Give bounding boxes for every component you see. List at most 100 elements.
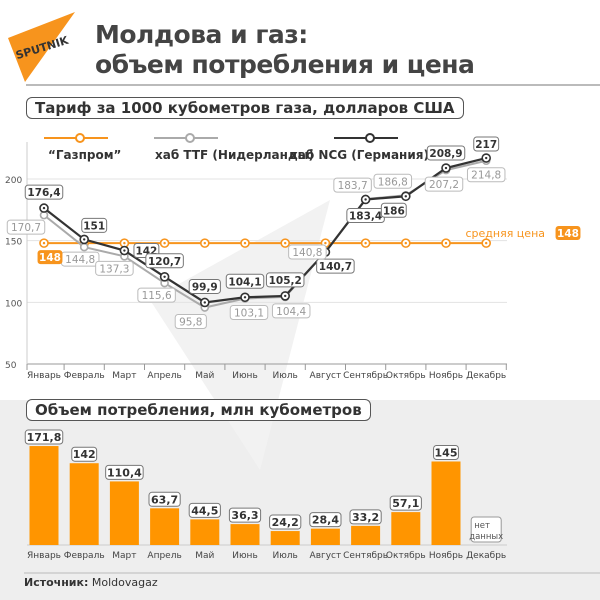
bar-value-label: 28,4 xyxy=(312,514,339,527)
data-point-dot xyxy=(42,206,46,210)
bar-category-label: Июль xyxy=(273,551,298,561)
bar-value-label: 57,1 xyxy=(392,497,419,510)
bar-value-label-box xyxy=(105,464,144,480)
ncg-data-label: 186 xyxy=(383,205,405,217)
bar-value-label-box xyxy=(389,495,422,511)
data-point-dot xyxy=(485,156,488,160)
legend-entry: хаб TTF (Нидерланды) xyxy=(155,148,314,162)
data-point-dot xyxy=(243,296,247,299)
ncg-data-label: 217 xyxy=(475,139,497,151)
data-point-dot xyxy=(364,241,367,245)
bar-value-label-box xyxy=(24,429,64,445)
title-line-2: объем потребления и цена xyxy=(95,50,475,79)
bar-value-label: 44,5 xyxy=(191,504,218,517)
bar xyxy=(29,446,59,545)
x-tick-label: Октябрь xyxy=(386,371,426,381)
data-point-dot xyxy=(123,241,126,245)
source-note: Источник: Moldovagaz xyxy=(24,576,158,589)
bar-value-label-box xyxy=(269,514,302,530)
x-tick-label: Август xyxy=(310,371,342,381)
data-point-dot xyxy=(444,166,448,170)
ncg-data-label-box xyxy=(24,184,64,200)
ncg-data-label: 104,1 xyxy=(228,276,261,288)
ttf-data-label-box xyxy=(288,244,327,260)
ttf-data-label-box xyxy=(373,173,413,189)
bar xyxy=(109,481,139,545)
data-point-dot xyxy=(485,241,488,245)
ncg-data-label: 183,4 xyxy=(349,210,382,222)
bar-value-label-box xyxy=(433,444,459,460)
ttf-data-label: 137,3 xyxy=(99,263,129,275)
bar xyxy=(310,528,340,545)
bar-category-label: Сентябрь xyxy=(343,551,388,561)
bar-value-label: 110,4 xyxy=(107,466,142,479)
data-point-dot xyxy=(284,294,287,298)
ttf-data-label: 104,4 xyxy=(276,306,306,318)
bar xyxy=(230,524,260,545)
x-tick-label: Январь xyxy=(27,371,61,381)
x-tick-label: Сентябрь xyxy=(343,371,388,381)
ttf-data-label-box xyxy=(424,176,464,192)
bar xyxy=(351,525,381,545)
gazprom-start-label: 148 xyxy=(39,252,61,264)
bar-category-label: Февраль xyxy=(64,551,105,561)
data-point-dot xyxy=(404,195,407,198)
bar xyxy=(391,512,421,545)
ttf-data-label-box xyxy=(137,287,176,303)
series-line xyxy=(43,156,487,304)
no-data-label: нет xyxy=(474,521,490,531)
data-point-dot xyxy=(444,241,448,245)
y-tick-label: 150 xyxy=(5,238,22,248)
legend-marker xyxy=(365,133,375,143)
no-data-label: данных xyxy=(469,532,503,542)
data-point-dot xyxy=(243,241,247,245)
x-tick-label: Декабрь xyxy=(466,371,506,381)
bar-value-label-box xyxy=(349,509,382,525)
ttf-data-label: 214,8 xyxy=(471,170,501,182)
ttf-data-label-box xyxy=(271,303,311,319)
x-tick-label: Июнь xyxy=(232,371,258,381)
data-point-dot xyxy=(163,241,166,245)
bar-category-label: Апрель xyxy=(147,551,181,561)
ncg-data-label-box xyxy=(225,273,265,289)
no-data-box xyxy=(470,516,502,543)
data-point-dot xyxy=(284,241,287,245)
average-price-value: 148 xyxy=(557,228,579,240)
ttf-data-label-box xyxy=(95,260,134,276)
bar xyxy=(270,531,300,545)
ncg-data-label: 208,9 xyxy=(429,148,462,160)
legend-entry: “Газпром” xyxy=(48,148,121,162)
ttf-data-label: 140,8 xyxy=(292,247,322,259)
x-tick-label: Февраль xyxy=(64,371,105,381)
bar-value-label-box xyxy=(309,512,342,528)
ncg-data-label-box xyxy=(426,145,466,161)
data-point-dot xyxy=(404,241,407,245)
ncg-data-label-box xyxy=(316,258,355,274)
bar-category-label: Октябрь xyxy=(386,551,426,561)
ttf-data-label: 144,8 xyxy=(65,254,95,266)
bar-value-label-box xyxy=(188,502,221,518)
bar-category-label: Ноябрь xyxy=(429,551,463,561)
legend-marker xyxy=(75,133,85,143)
data-point-dot xyxy=(203,301,206,304)
ncg-data-label-box xyxy=(145,253,184,269)
data-point xyxy=(79,242,89,252)
bar-value-label: 24,2 xyxy=(272,516,299,529)
legend-marker xyxy=(185,133,195,143)
gazprom-start-label-box xyxy=(37,250,63,265)
bar-value-label-box xyxy=(228,507,262,523)
ttf-data-label: 170,7 xyxy=(11,222,41,234)
ncg-data-label: 99,9 xyxy=(192,281,218,293)
ncg-data-label: 176,4 xyxy=(27,187,60,199)
page-title: Молдова и газ: объем потребления и цена xyxy=(95,20,475,80)
source-value: Moldovagaz xyxy=(91,576,158,589)
x-tick-label: Ноябрь xyxy=(429,371,463,381)
bar-value-label-box xyxy=(71,446,98,462)
x-tick-label: Апрель xyxy=(147,371,181,381)
data-point-dot xyxy=(123,249,126,252)
legend-entry: хаб NCG (Германия) xyxy=(290,148,429,162)
bar-value-label: 36,3 xyxy=(231,509,258,522)
consumption-section xyxy=(0,400,600,600)
bar-category-label: Август xyxy=(310,551,342,561)
